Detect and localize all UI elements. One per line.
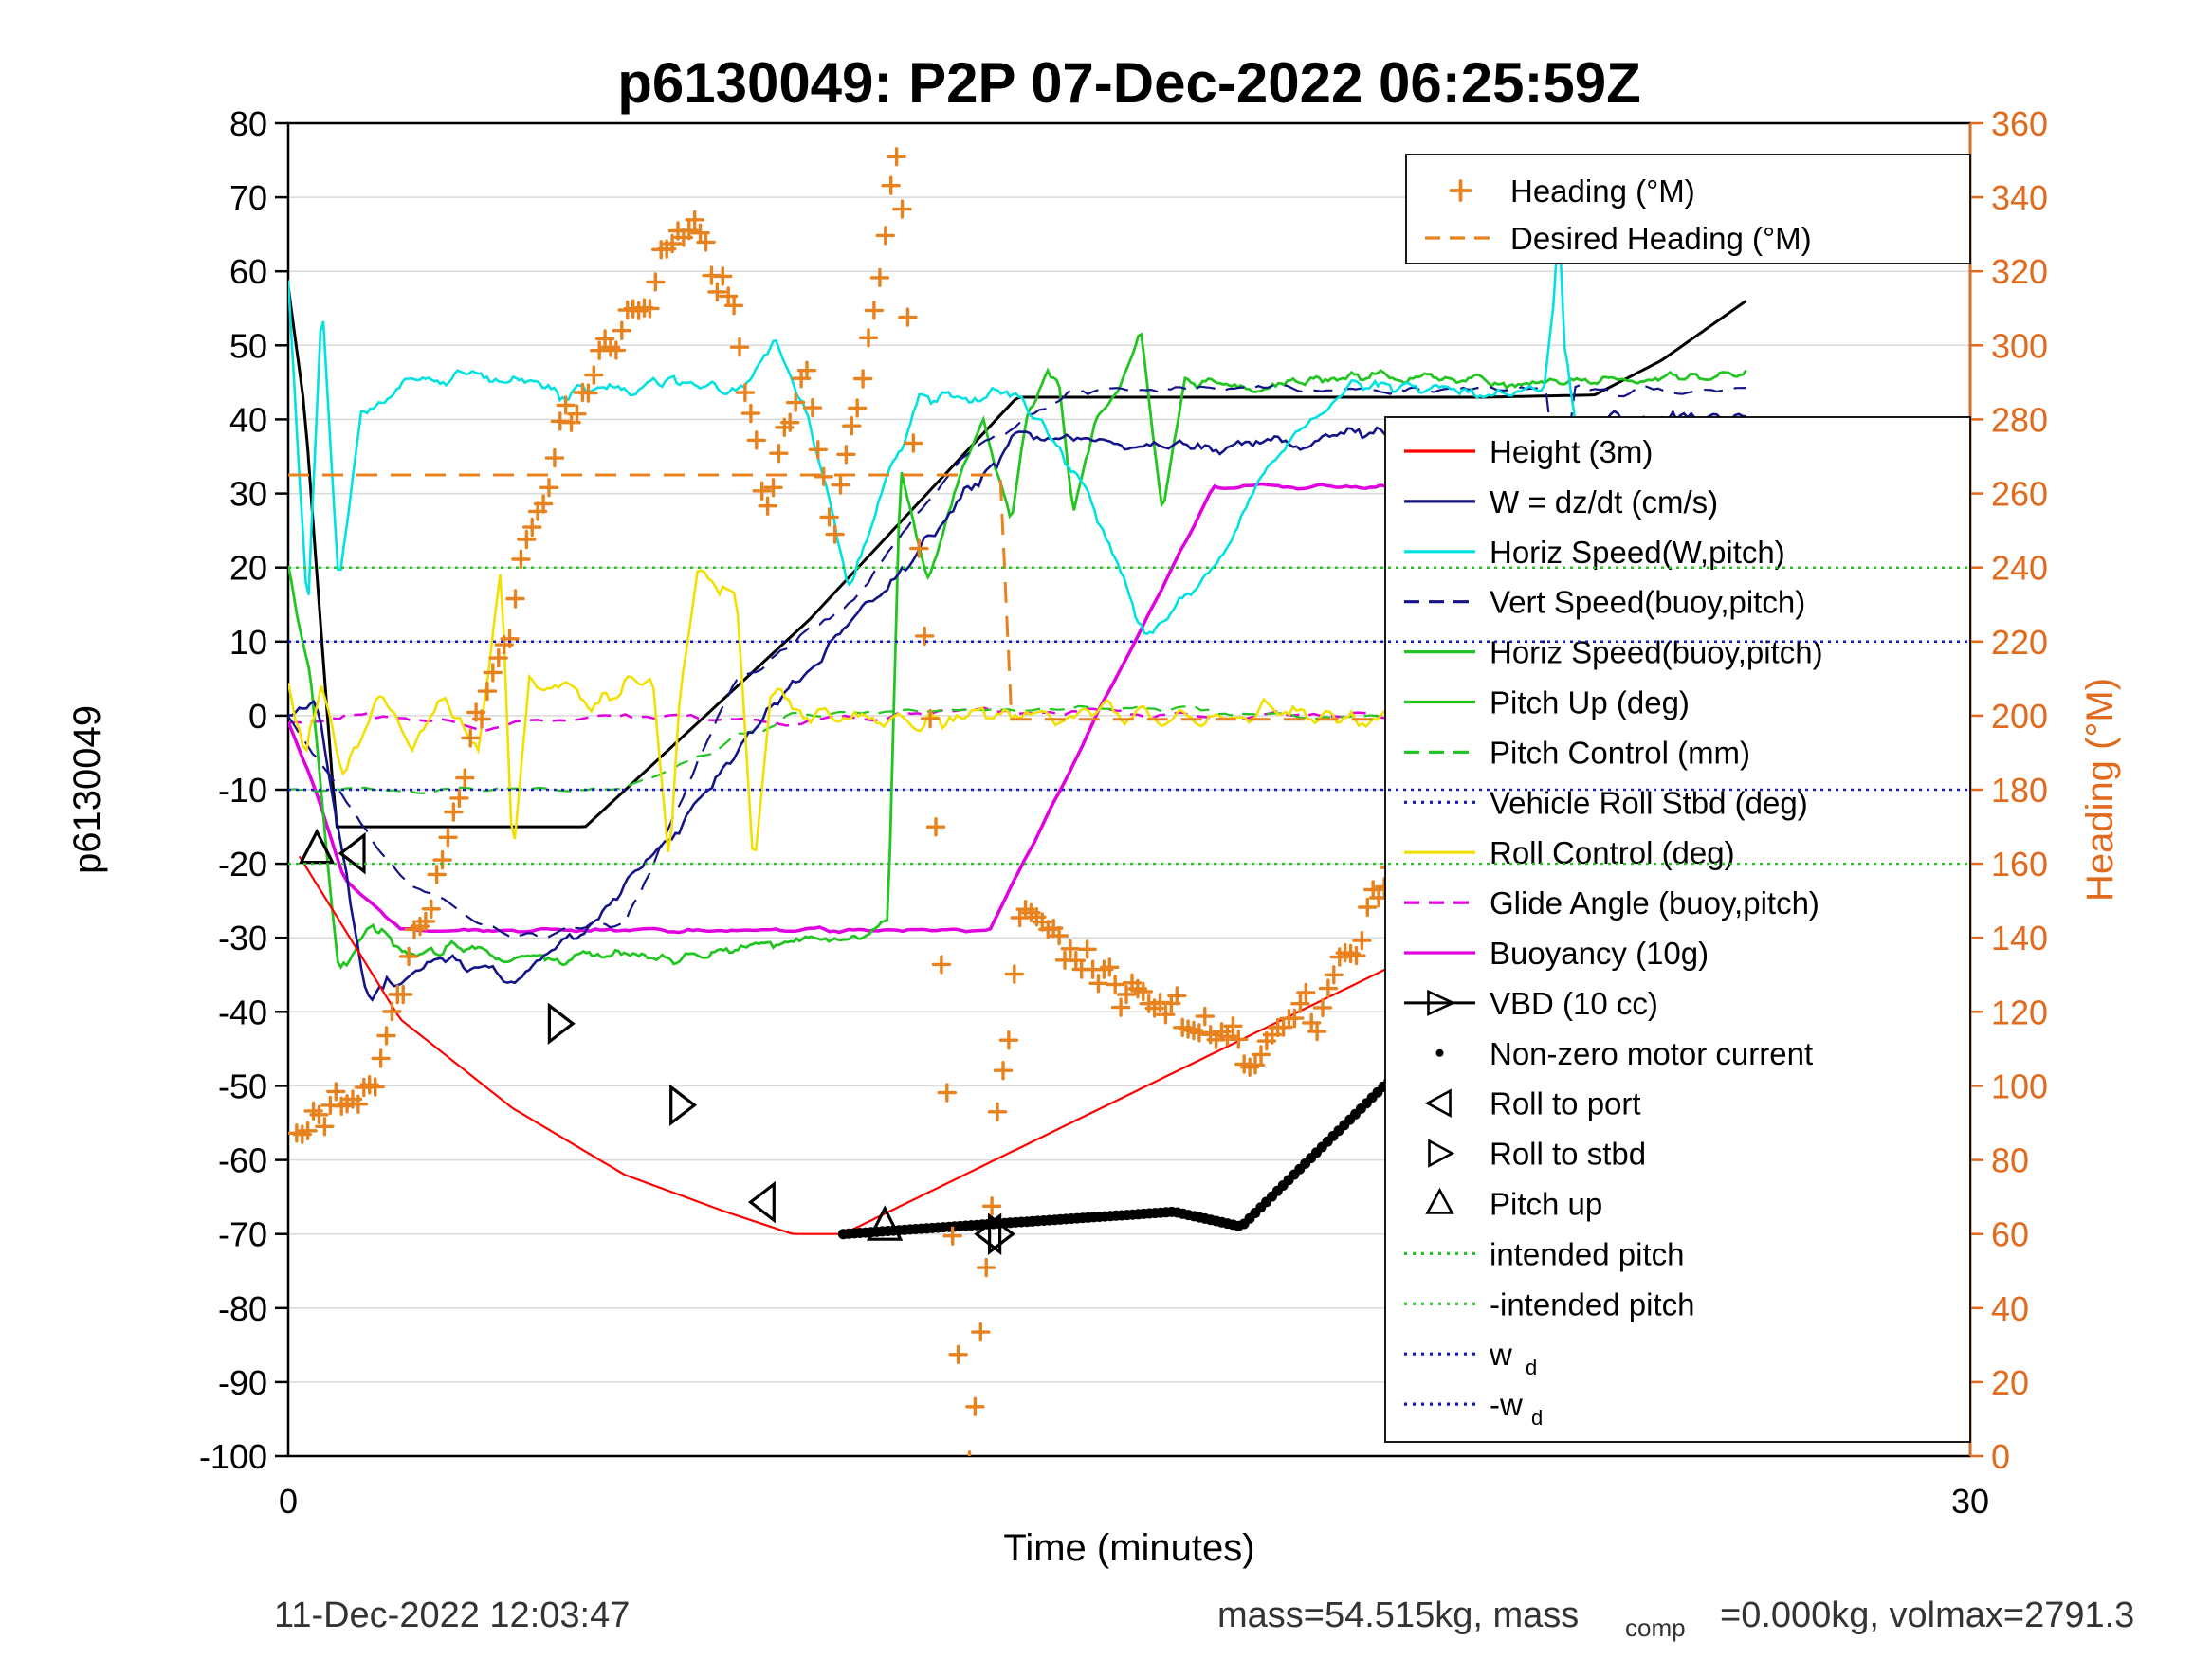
svg-text:80: 80	[1991, 1141, 2029, 1180]
svg-text:200: 200	[1991, 697, 2048, 736]
svg-text:Pitch Control (mm): Pitch Control (mm)	[1490, 735, 1750, 770]
svg-text:0: 0	[279, 1482, 298, 1521]
svg-text:-w: -w	[1490, 1387, 1523, 1422]
svg-text:-40: -40	[218, 993, 267, 1031]
svg-text:Non-zero motor current: Non-zero motor current	[1490, 1036, 1813, 1071]
svg-text:60: 60	[229, 252, 267, 291]
svg-text:=0.000kg, volmax=2791.3: =0.000kg, volmax=2791.3	[1720, 1595, 2134, 1635]
svg-text:320: 320	[1991, 252, 2048, 291]
svg-text:20: 20	[1991, 1363, 2029, 1402]
svg-text:-30: -30	[218, 919, 267, 957]
svg-text:300: 300	[1991, 326, 2048, 365]
svg-text:140: 140	[1991, 919, 2048, 957]
svg-text:340: 340	[1991, 178, 2048, 217]
svg-text:20: 20	[229, 549, 267, 588]
svg-text:40: 40	[1991, 1289, 2029, 1328]
svg-text:-intended pitch: -intended pitch	[1490, 1286, 1694, 1322]
svg-text:-10: -10	[218, 771, 267, 810]
svg-text:Pitch Up (deg): Pitch Up (deg)	[1490, 685, 1690, 720]
svg-text:d: d	[1526, 1356, 1537, 1379]
svg-text:Horiz Speed(buoy,pitch): Horiz Speed(buoy,pitch)	[1490, 635, 1823, 670]
svg-text:0: 0	[1991, 1437, 2010, 1476]
svg-text:60: 60	[1991, 1215, 2029, 1254]
svg-text:-90: -90	[218, 1363, 267, 1402]
svg-text:p6130049: P2P 07-Dec-2022 06:2: p6130049: P2P 07-Dec-2022 06:25:59Z	[617, 51, 1641, 115]
svg-text:30: 30	[229, 475, 267, 514]
svg-text:0: 0	[248, 697, 267, 736]
svg-text:intended pitch: intended pitch	[1490, 1236, 1685, 1271]
svg-text:Heading (°M): Heading (°M)	[2079, 678, 2121, 902]
svg-text:Pitch up: Pitch up	[1490, 1187, 1602, 1222]
svg-text:Roll Control (deg): Roll Control (deg)	[1490, 835, 1735, 870]
svg-text:Buoyancy (10g): Buoyancy (10g)	[1490, 936, 1709, 971]
svg-text:260: 260	[1991, 475, 2048, 514]
svg-text:220: 220	[1991, 623, 2048, 662]
svg-text:160: 160	[1991, 845, 2048, 884]
svg-text:-100: -100	[199, 1437, 267, 1476]
svg-text:mass=54.515kg, mass: mass=54.515kg, mass	[1217, 1595, 1579, 1635]
svg-text:VBD (10 cc): VBD (10 cc)	[1490, 986, 1658, 1021]
svg-text:-20: -20	[218, 845, 267, 884]
svg-text:50: 50	[229, 326, 267, 365]
svg-text:Glide Angle (buoy,pitch): Glide Angle (buoy,pitch)	[1490, 885, 1819, 921]
svg-text:comp: comp	[1625, 1613, 1686, 1642]
svg-text:180: 180	[1991, 771, 2048, 810]
svg-text:70: 70	[229, 178, 267, 217]
svg-text:10: 10	[229, 623, 267, 662]
svg-text:Heading (°M): Heading (°M)	[1510, 173, 1695, 209]
svg-text:-70: -70	[218, 1215, 267, 1254]
svg-text:d: d	[1531, 1406, 1543, 1430]
svg-text:-60: -60	[218, 1141, 267, 1180]
svg-text:80: 80	[229, 104, 267, 143]
svg-text:Roll to stbd: Roll to stbd	[1490, 1137, 1646, 1172]
svg-text:40: 40	[229, 400, 267, 439]
svg-text:Vert Speed(buoy,pitch): Vert Speed(buoy,pitch)	[1490, 585, 1805, 620]
svg-text:120: 120	[1991, 993, 2048, 1031]
svg-text:-80: -80	[218, 1289, 267, 1328]
svg-text:Roll to port: Roll to port	[1490, 1086, 1641, 1121]
svg-text:30: 30	[1951, 1482, 1989, 1521]
svg-text:280: 280	[1991, 400, 2048, 439]
svg-text:W = dz/dt (cm/s): W = dz/dt (cm/s)	[1490, 484, 1718, 520]
svg-text:240: 240	[1991, 549, 2048, 588]
svg-text:100: 100	[1991, 1066, 2048, 1105]
svg-text:11-Dec-2022 12:03:47: 11-Dec-2022 12:03:47	[274, 1595, 630, 1635]
svg-text:Desired Heading (°M): Desired Heading (°M)	[1510, 221, 1812, 256]
svg-text:Time (minutes): Time (minutes)	[1003, 1527, 1254, 1569]
svg-text:-50: -50	[218, 1066, 267, 1105]
svg-text:360: 360	[1991, 104, 2048, 143]
svg-text:Height (3m): Height (3m)	[1490, 434, 1653, 469]
svg-text:Horiz Speed(W,pitch): Horiz Speed(W,pitch)	[1490, 535, 1785, 570]
svg-text:w: w	[1489, 1337, 1512, 1372]
svg-text:p6130049: p6130049	[66, 705, 108, 874]
